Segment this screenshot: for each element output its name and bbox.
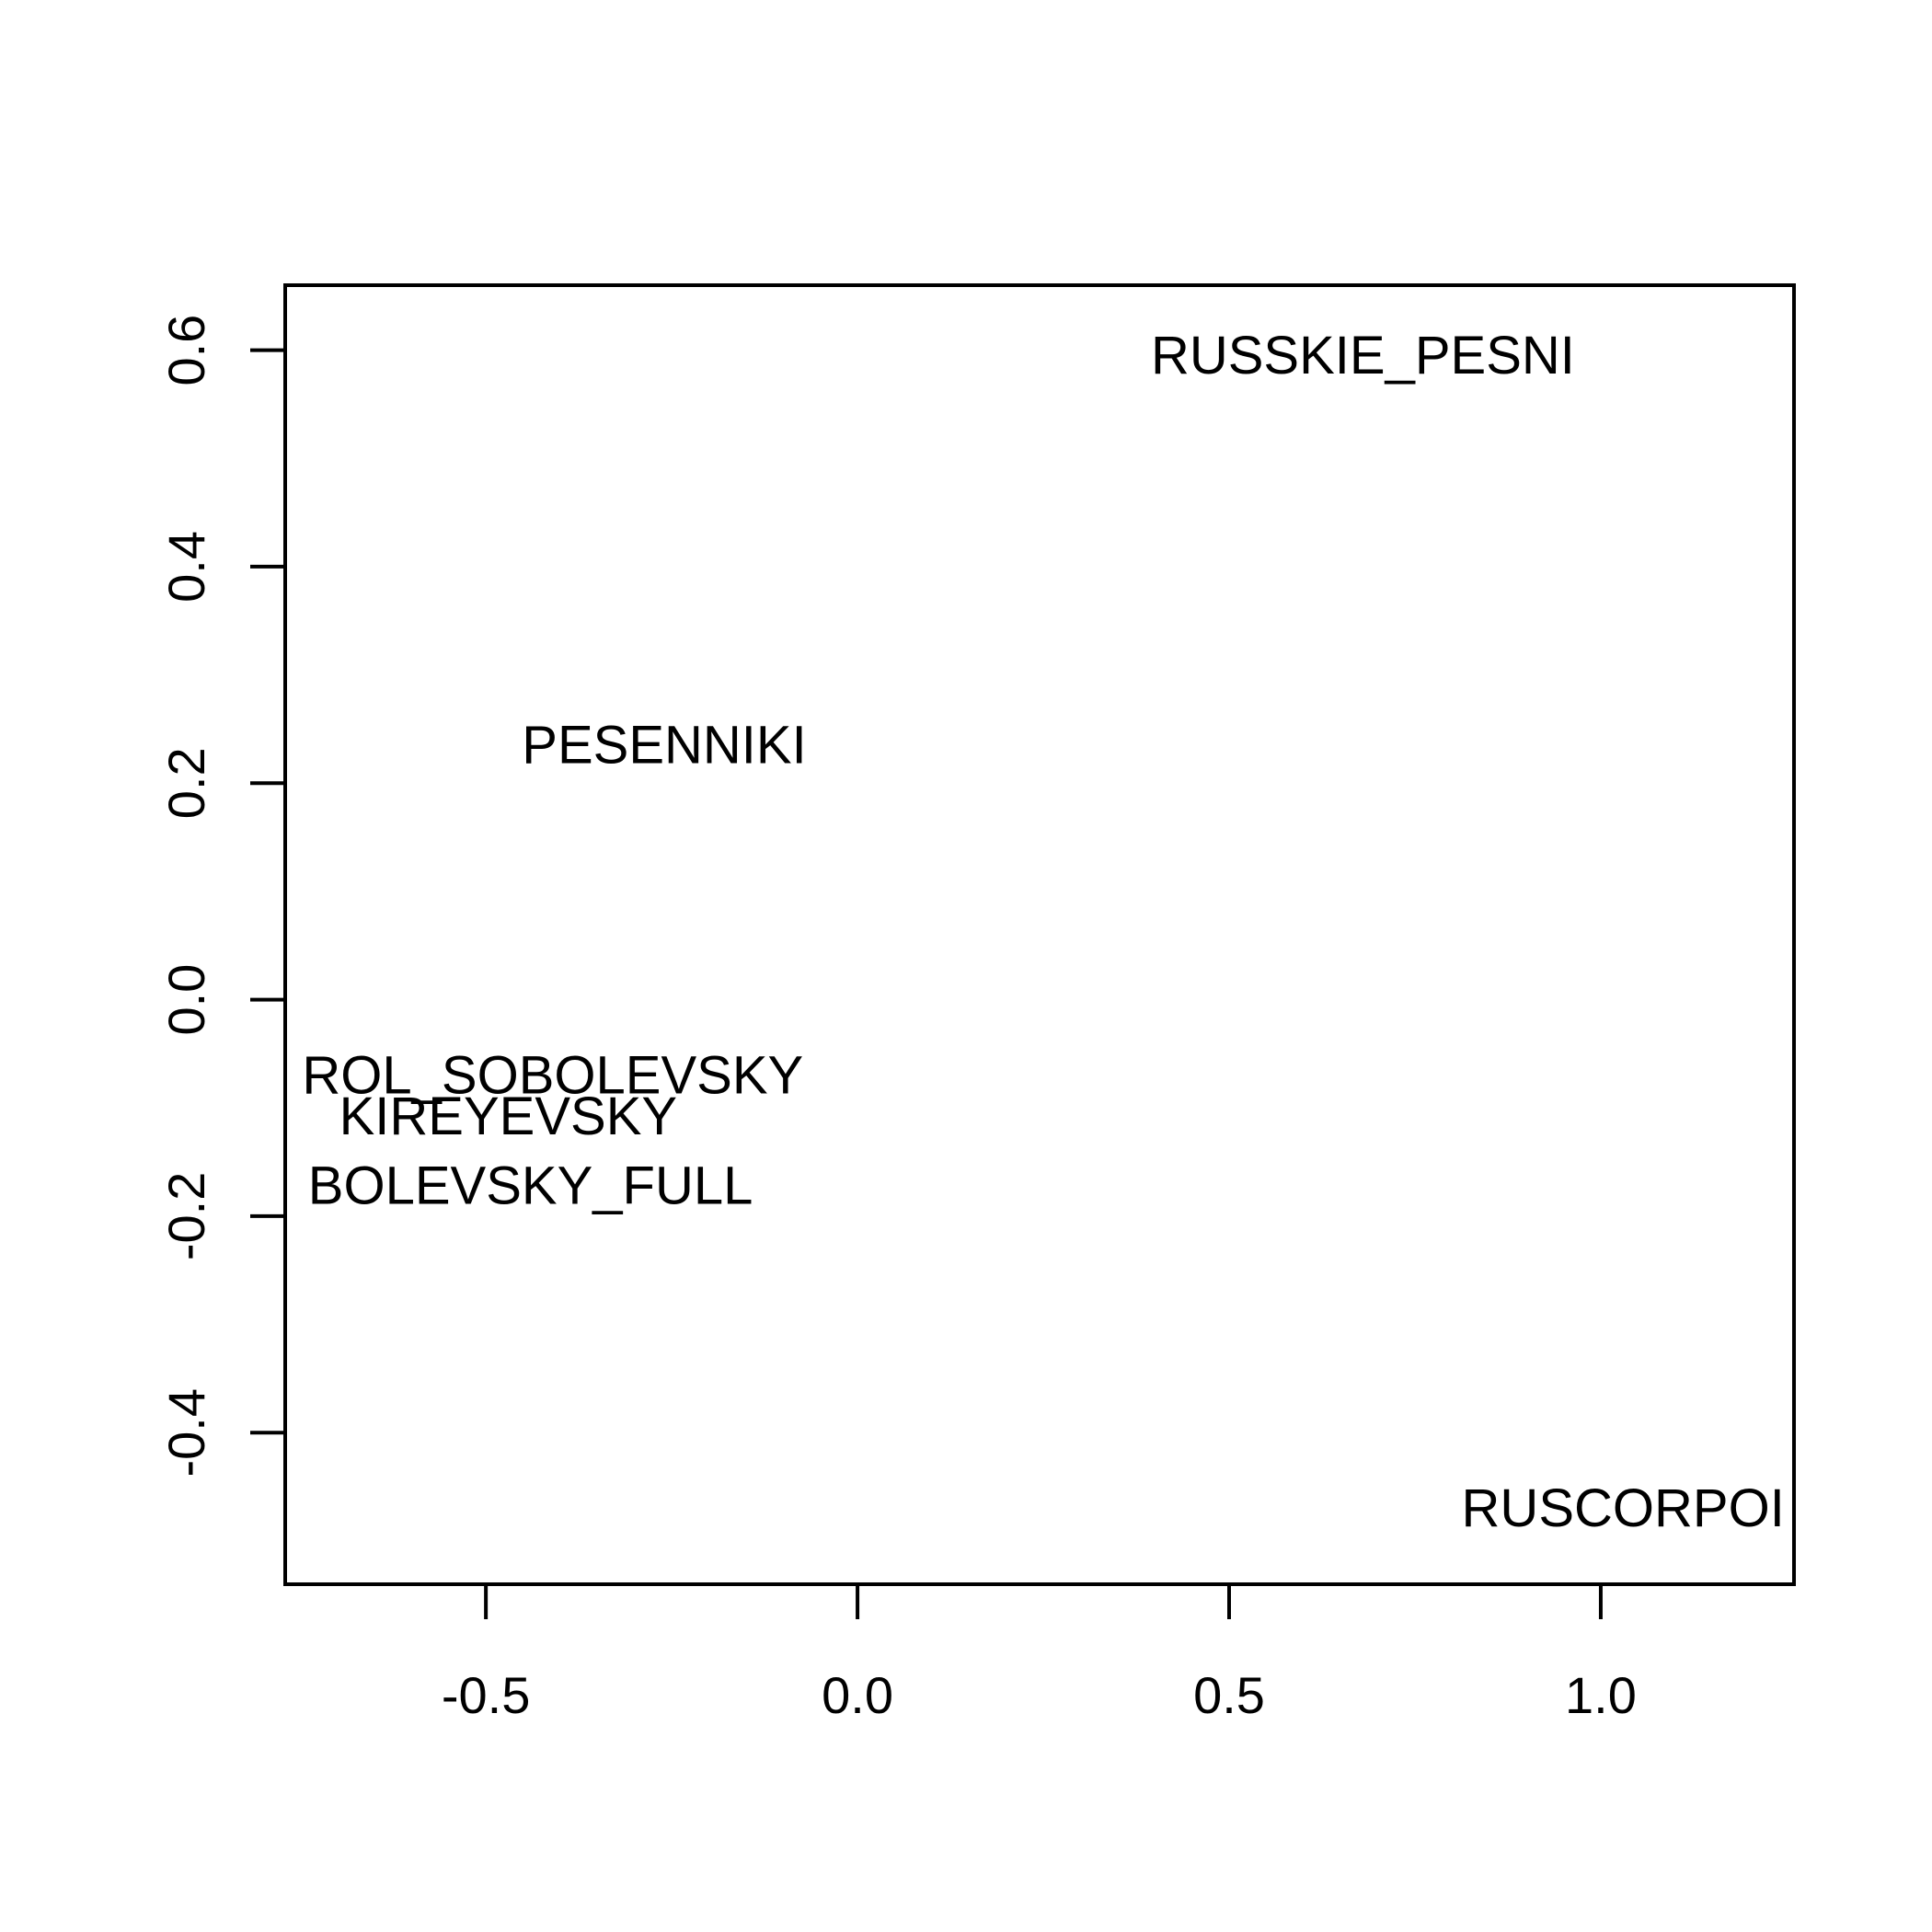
point-label: PESENNIKI — [522, 716, 806, 776]
point-label: RUSSKIE_PESNI — [1151, 326, 1575, 385]
y-tick-label: 0.2 — [157, 747, 215, 819]
y-axis: -0.4 -0.2 0.0 0.2 0.4 0.6 — [157, 315, 285, 1478]
point-label: RUSCORPOI — [1462, 1478, 1785, 1538]
y-tick-label: 0.4 — [157, 531, 215, 603]
x-tick-label: 0.5 — [1193, 1666, 1265, 1724]
plot-frame — [283, 283, 1796, 1586]
x-tick-label: -0.5 — [442, 1666, 531, 1724]
point-labels: RUSSKIE_PESNI PESENNIKI ROL_SOBOLEVSKYKIRE… — [302, 326, 1784, 1538]
point-label: ROL_SOBOLEVSKY — [302, 1045, 803, 1105]
x-tick-label: 0.0 — [822, 1666, 893, 1724]
point-label: KIREYEVSKY — [339, 1087, 677, 1146]
y-tick-label: 0.0 — [157, 964, 215, 1036]
x-tick-label: 1.0 — [1565, 1666, 1637, 1724]
x-axis: -0.5 0.0 0.5 1.0 — [442, 1584, 1637, 1724]
y-tick-label: -0.4 — [157, 1388, 215, 1478]
y-tick-label: -0.2 — [157, 1172, 215, 1261]
point-label: BOLEVSKY_FULL — [308, 1156, 753, 1215]
y-tick-label: 0.6 — [157, 315, 215, 386]
